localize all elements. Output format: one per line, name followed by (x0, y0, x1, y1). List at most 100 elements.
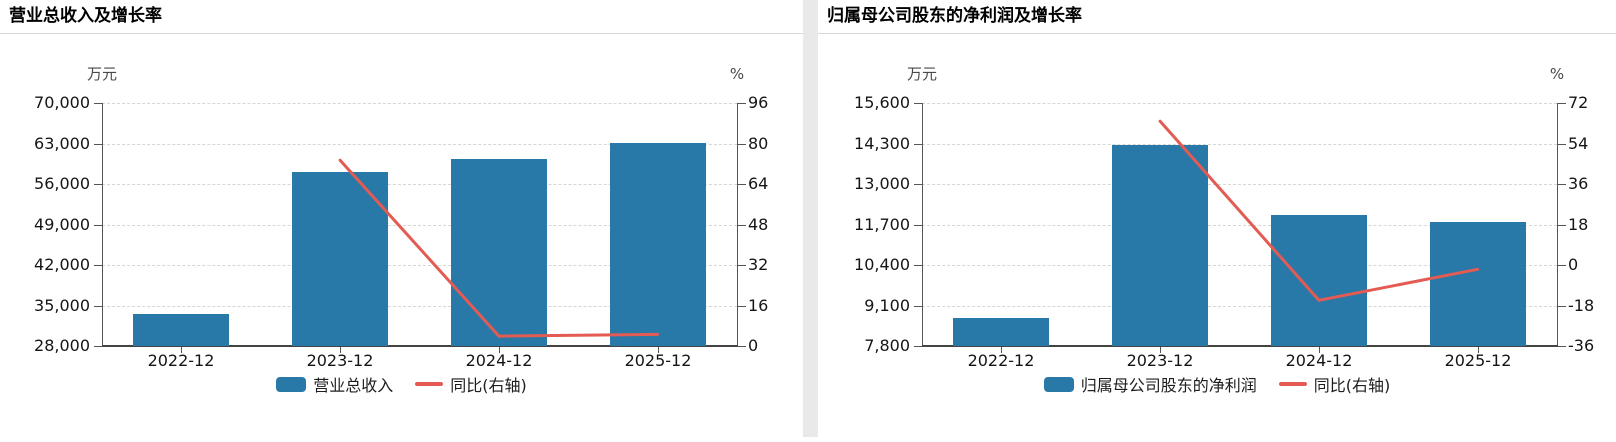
bar-2023-12 (292, 172, 388, 346)
left-axis-tick-label: 15,600 (854, 93, 910, 112)
left-axis-tick-label: 7,800 (864, 336, 910, 355)
left-axis-tick-label: 10,400 (854, 255, 910, 274)
left-axis-tick-mark (914, 265, 922, 266)
x-axis-label: 2023-12 (306, 351, 374, 370)
right-axis-tick-mark (738, 265, 746, 266)
right-axis-tick-mark (738, 306, 746, 307)
left-axis-tick-label: 14,300 (854, 134, 910, 153)
left-axis-tick-mark (914, 184, 922, 185)
right-axis-tick-mark (738, 346, 746, 347)
growth-line-series (1158, 119, 1480, 302)
grid-line (922, 184, 1557, 185)
grid-line (922, 306, 1557, 307)
growth-line-path (338, 158, 660, 338)
grid-line (102, 103, 737, 104)
left-axis-tick-mark (94, 306, 102, 307)
x-axis-label: 2022-12 (967, 351, 1035, 370)
right-axis-tick-label: 18 (1568, 215, 1589, 234)
right-axis-line (1557, 103, 1558, 346)
left-axis-tick-mark (914, 306, 922, 307)
right-axis-tick-label: 32 (748, 255, 769, 274)
left-axis-tick-label: 35,000 (34, 296, 90, 315)
left-axis-tick-mark (94, 103, 102, 104)
legend-label: 营业总收入 (313, 376, 394, 395)
bar-2025-12 (1430, 222, 1526, 346)
revenue-panel: 营业总收入及增长率 万元% 70,000 63,000 56,000 49,000 42,… (0, 0, 803, 442)
grid-line (102, 184, 737, 185)
chart-legend: 营业总收入 同比(右轴) (0, 372, 803, 396)
x-axis-tick-mark (1478, 347, 1479, 353)
left-axis-tick-label: 42,000 (34, 255, 90, 274)
net-profit-panel-header: 归属母公司股东的净利润及增长率 (818, 0, 1616, 34)
left-axis-tick-label: 56,000 (34, 174, 90, 193)
left-axis-line (922, 103, 923, 346)
right-axis-tick-label: -18 (1568, 296, 1595, 315)
x-axis-line (922, 345, 1558, 347)
right-axis-tick-mark (1558, 346, 1566, 347)
right-axis-tick-mark (1558, 225, 1566, 226)
bar-2025-12 (610, 143, 706, 346)
right-axis-tick-label: 80 (748, 134, 769, 153)
left-axis-tick-mark (914, 346, 922, 347)
x-axis-label: 2024-12 (1285, 351, 1353, 370)
net-profit-panel: 归属母公司股东的净利润及增长率 万元% 15,600 14,300 13,000 11,… (818, 0, 1616, 442)
x-axis-tick-mark (181, 347, 182, 353)
right-axis-tick-mark (738, 103, 746, 104)
x-axis-tick-mark (340, 347, 341, 353)
grid-line (102, 144, 737, 145)
grid-line (102, 306, 737, 307)
left-axis-tick-label: 11,700 (854, 215, 910, 234)
right-axis-unit-label: % (729, 65, 745, 83)
x-axis-tick-mark (658, 347, 659, 353)
net-profit-chart-title: 归属母公司股东的净利润及增长率 (827, 6, 1082, 26)
right-axis-line (737, 103, 738, 346)
panel-divider (803, 0, 818, 437)
left-axis-tick-label: 28,000 (34, 336, 90, 355)
right-axis-tick-mark (1558, 103, 1566, 104)
right-axis-tick-label: 36 (1568, 174, 1589, 193)
left-axis-tick-label: 70,000 (34, 93, 90, 112)
left-axis-unit-label: 万元 (906, 65, 937, 83)
right-axis-tick-mark (1558, 184, 1566, 185)
chart-legend: 归属母公司股东的净利润 同比(右轴) (818, 372, 1616, 396)
grid-line (922, 225, 1557, 226)
right-axis-tick-label: 0 (1568, 255, 1579, 274)
x-axis-label: 2025-12 (1444, 351, 1512, 370)
left-axis-tick-mark (94, 184, 102, 185)
growth-line-series (338, 158, 660, 338)
revenue-chart-title: 营业总收入及增长率 (9, 6, 162, 26)
legend-item-营业总收入[interactable]: 营业总收入 (276, 372, 393, 396)
right-axis-tick-label: 96 (748, 93, 769, 112)
grid-line (922, 265, 1557, 266)
line-series-swatch (415, 382, 444, 386)
grid-line (922, 103, 1557, 104)
legend-label: 归属母公司股东的净利润 (1080, 376, 1257, 395)
right-axis-tick-label: 48 (748, 215, 769, 234)
right-axis-tick-label: 16 (748, 296, 769, 315)
right-axis-tick-label: 64 (748, 174, 769, 193)
x-axis-label: 2023-12 (1126, 351, 1194, 370)
left-axis-tick-mark (94, 144, 102, 145)
right-axis-tick-mark (1558, 306, 1566, 307)
right-axis-tick-label: 0 (748, 336, 759, 355)
right-axis-tick-mark (738, 225, 746, 226)
left-axis-tick-label: 49,000 (34, 215, 90, 234)
right-axis-tick-mark (738, 184, 746, 185)
x-axis-tick-mark (1160, 347, 1161, 353)
revenue-panel-header: 营业总收入及增长率 (0, 0, 803, 34)
right-axis-unit-label: % (1549, 65, 1565, 83)
x-axis-label: 2024-12 (465, 351, 533, 370)
x-axis-label: 2025-12 (624, 351, 692, 370)
legend-item-同比(右轴)[interactable]: 同比(右轴) (1278, 372, 1390, 396)
x-axis-label: 2022-12 (147, 351, 215, 370)
x-axis-line (102, 345, 738, 347)
left-axis-tick-mark (94, 225, 102, 226)
legend-item-同比(右轴)[interactable]: 同比(右轴) (415, 372, 527, 396)
net-profit-chart: 万元% 15,600 14,300 13,000 11,700 10,400 9,100 7,… (818, 0, 1616, 442)
line-series-swatch (1278, 382, 1307, 386)
legend-item-归属母公司股东的净利润[interactable]: 归属母公司股东的净利润 (1043, 372, 1257, 396)
right-axis-tick-label: 54 (1568, 134, 1589, 153)
right-axis-tick-mark (1558, 144, 1566, 145)
x-axis-tick-mark (1319, 347, 1320, 353)
bar-2022-12 (133, 314, 229, 346)
